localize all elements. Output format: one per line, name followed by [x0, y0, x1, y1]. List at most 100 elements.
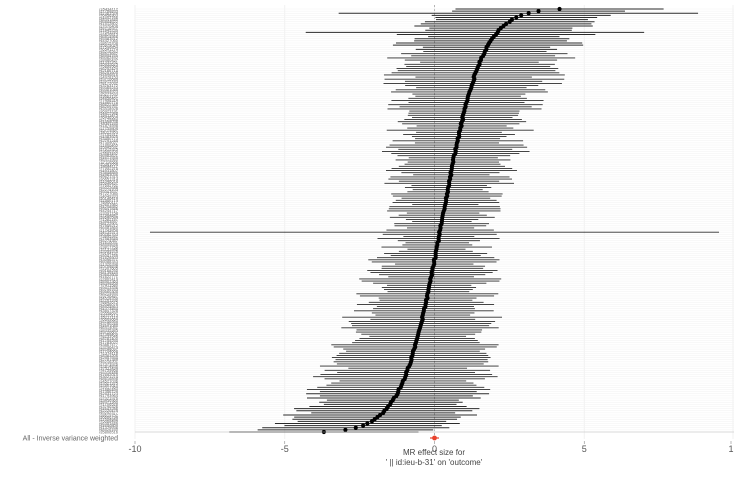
snp-label: rs9720689: [99, 76, 119, 81]
snp-label: rs1374118: [99, 351, 118, 356]
effect-point: [507, 19, 512, 24]
snp-label: rs3867477: [99, 342, 119, 347]
snp-label: rs5434112: [99, 6, 118, 11]
snp-label: rs5062492: [99, 55, 119, 60]
snp-label: rs5217110: [99, 315, 118, 320]
snp-label: rs7692015: [99, 372, 119, 377]
effect-point: [369, 419, 375, 424]
snp-label: rs6541274: [99, 47, 119, 52]
snp-label: rs9513336: [99, 285, 119, 290]
x-tick-label: 1: [728, 444, 733, 454]
snp-label: rs3296479: [99, 344, 119, 349]
snp-label: rs7596854: [99, 45, 119, 50]
snp-label: rs9184132: [99, 251, 119, 256]
snp-label: rs2261330: [99, 298, 119, 303]
snp-label: rs5945531: [99, 144, 119, 149]
snp-label: rs4427060: [99, 38, 119, 43]
snp-label: rs1793964: [99, 393, 119, 398]
snp-label: rs7984842: [99, 212, 119, 217]
summary-estimate: All - Inverse variance weighted: [23, 431, 734, 443]
snp-label: rs2017364: [99, 385, 119, 390]
summary-label: All - Inverse variance weighted: [23, 436, 118, 443]
snp-label: rs9347637: [99, 189, 119, 194]
snp-label: rs2361524: [99, 11, 119, 16]
snp-label: rs1874598: [99, 123, 119, 128]
snp-label: rs4208582: [99, 204, 119, 209]
snp-label: rs7309027: [99, 140, 119, 145]
snp-label: rs1860465: [99, 142, 119, 147]
snp-label: rs1706528: [99, 402, 119, 407]
snp-label: rs3763172: [99, 83, 119, 88]
snp-label: rs3790245: [99, 321, 119, 326]
snp-label: rs8383206: [99, 353, 119, 358]
snp-label: rs4049333: [99, 193, 119, 198]
snp-label: rs7373926: [99, 361, 119, 366]
snp-label: rs8842675: [99, 300, 119, 305]
snp-label: rs1243858: [99, 227, 119, 232]
snp-label: rs8640584: [99, 215, 119, 220]
x-tick-label: 5: [582, 444, 587, 454]
snp-label: rs1379936: [99, 425, 119, 430]
snp-label: rs6669664: [99, 317, 119, 322]
snp-labels: rs5434112rs1768833rs2361524rs6456303rs45…: [99, 6, 119, 434]
summary-point: [432, 435, 437, 441]
snp-label: rs6414051: [99, 325, 119, 330]
snp-label: rs4235373: [99, 229, 119, 234]
snp-label: rs8781400: [99, 336, 119, 341]
snp-label: rs1582187: [99, 217, 119, 222]
snp-label: rs2166714: [99, 68, 119, 73]
effect-point: [365, 421, 370, 426]
snp-label: rs7388409: [99, 332, 119, 337]
snp-label: rs7227080: [99, 191, 119, 196]
snp-label: rs9391160: [99, 121, 118, 126]
snp-label: rs2125888: [99, 117, 119, 122]
snp-label: rs4044117: [99, 164, 118, 169]
snp-label: rs6351849: [99, 421, 119, 426]
snp-label: rs3817759: [99, 244, 119, 249]
snp-label: rs1626503: [99, 255, 119, 260]
snp-label: rs7604848: [99, 417, 119, 422]
snp-label: rs6581860: [99, 225, 119, 230]
snp-label: rs5746959: [99, 319, 119, 324]
snp-label: rs6651314: [99, 176, 119, 181]
snp-label: rs4244717: [99, 208, 119, 213]
snp-label: rs8117953: [99, 130, 118, 135]
snp-label: rs9799763: [99, 287, 119, 292]
snp-label: rs3895382: [99, 234, 119, 239]
snp-label: rs2957554: [99, 355, 119, 360]
snp-label: rs1768833: [99, 8, 119, 13]
snp-label: rs5708838: [99, 264, 119, 269]
snp-label: rs3521325: [99, 380, 119, 385]
snp-label: rs2086079: [99, 302, 119, 307]
snp-label: rs6413960: [99, 157, 119, 162]
snp-label: rs2307605: [99, 266, 119, 271]
snp-label: rs3397158: [99, 210, 119, 215]
snp-label: rs2274103: [99, 187, 119, 192]
effect-point: [519, 13, 524, 18]
snp-label: rs6844622: [99, 19, 119, 24]
snp-label: rs8954165: [99, 53, 119, 58]
x-axis-title-line1: MR effect size for: [403, 448, 465, 457]
snp-label: rs8398959: [99, 281, 119, 286]
snp-label: rs9252377: [99, 410, 119, 415]
snp-label: rs1512802: [99, 21, 119, 26]
snp-label: rs5041769: [99, 253, 119, 258]
snp-label: rs4422988: [99, 110, 119, 115]
snp-label: rs4978153: [99, 74, 119, 79]
snp-label: rs5729997: [99, 127, 119, 132]
x-tick-label: -5: [281, 444, 289, 454]
snp-label: rs5316488: [99, 370, 119, 375]
snp-label: rs6436504: [99, 115, 119, 120]
snp-label: rs6923191: [99, 108, 119, 113]
snp-label: rs7259808: [99, 125, 119, 130]
snp-label: rs8526160: [99, 427, 119, 432]
snp-label: rs7949212: [99, 223, 119, 228]
snp-label: rs1755250: [99, 338, 119, 343]
effect-point: [526, 11, 531, 16]
snp-label: rs8248097: [99, 346, 119, 351]
x-tick-label: 0: [432, 444, 437, 454]
snp-label: rs4521036: [99, 378, 119, 383]
x-axis-title-line2: ' || id:ieu-b-31' on 'outcome': [386, 458, 483, 467]
snp-label: rs8980437: [99, 57, 119, 62]
